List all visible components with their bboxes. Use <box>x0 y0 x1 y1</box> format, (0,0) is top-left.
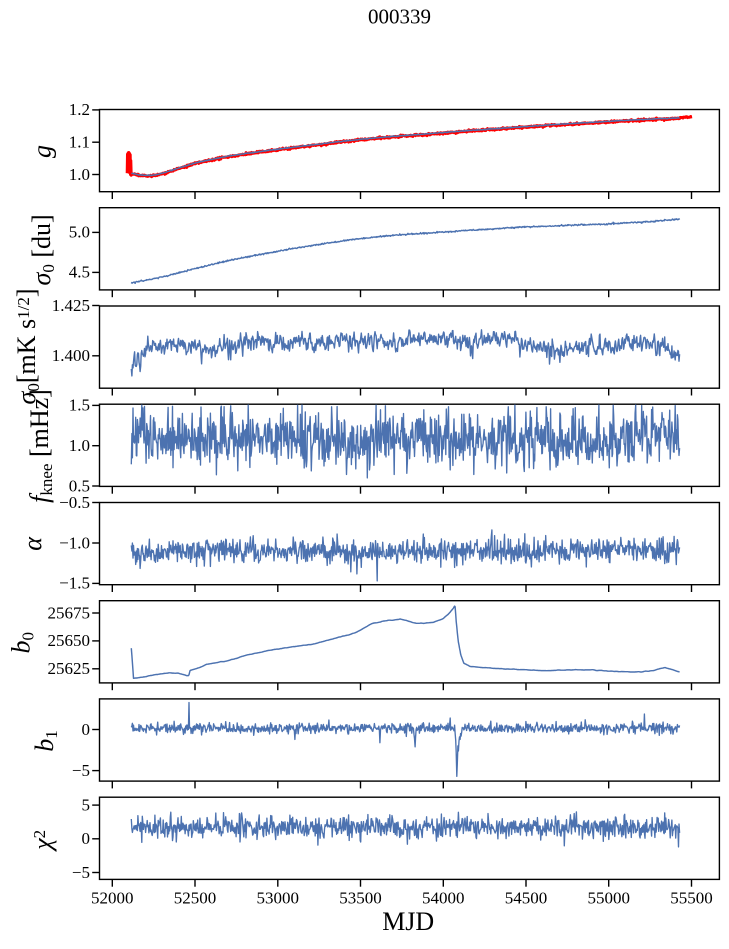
svg-text:−1.0: −1.0 <box>59 533 90 552</box>
svg-text:−0.5: −0.5 <box>59 493 90 512</box>
svg-text:g: g <box>28 145 57 158</box>
svg-text:5: 5 <box>82 795 91 814</box>
svg-text:4.5: 4.5 <box>69 263 90 282</box>
svg-text:1.5: 1.5 <box>69 396 90 415</box>
svg-text:25625: 25625 <box>48 659 91 678</box>
svg-text:−5: −5 <box>72 761 90 780</box>
svg-text:53500: 53500 <box>339 889 382 908</box>
svg-text:1.0: 1.0 <box>69 165 90 184</box>
svg-text:54500: 54500 <box>505 889 548 908</box>
svg-text:1.2: 1.2 <box>69 100 90 119</box>
svg-text:0.5: 0.5 <box>69 476 90 495</box>
svg-text:55000: 55000 <box>587 889 630 908</box>
svg-text:α: α <box>18 536 47 551</box>
svg-text:55500: 55500 <box>670 889 713 908</box>
svg-text:1.0: 1.0 <box>69 436 90 455</box>
svg-text:25650: 25650 <box>48 631 91 650</box>
svg-text:52000: 52000 <box>91 889 134 908</box>
svg-text:000339: 000339 <box>368 5 431 29</box>
svg-text:1.1: 1.1 <box>69 133 90 152</box>
svg-text:0: 0 <box>82 720 91 739</box>
svg-text:25675: 25675 <box>48 603 91 622</box>
svg-text:54000: 54000 <box>422 889 465 908</box>
svg-text:0: 0 <box>82 829 91 848</box>
svg-text:b0: b0 <box>7 632 38 654</box>
svg-text:1.425: 1.425 <box>52 296 90 315</box>
svg-text:53000: 53000 <box>257 889 300 908</box>
svg-text:−5: −5 <box>72 863 90 882</box>
svg-text:1.400: 1.400 <box>52 346 90 365</box>
svg-text:σ0 [du]: σ0 [du] <box>27 214 58 285</box>
svg-text:5.0: 5.0 <box>69 223 90 242</box>
svg-text:χ2: χ2 <box>28 830 57 853</box>
svg-text:fknee [mHz]: fknee [mHz] <box>25 389 56 503</box>
svg-text:b1: b1 <box>30 730 61 752</box>
svg-text:52500: 52500 <box>174 889 217 908</box>
svg-text:MJD: MJD <box>382 907 434 936</box>
svg-text:−1.5: −1.5 <box>59 574 90 593</box>
